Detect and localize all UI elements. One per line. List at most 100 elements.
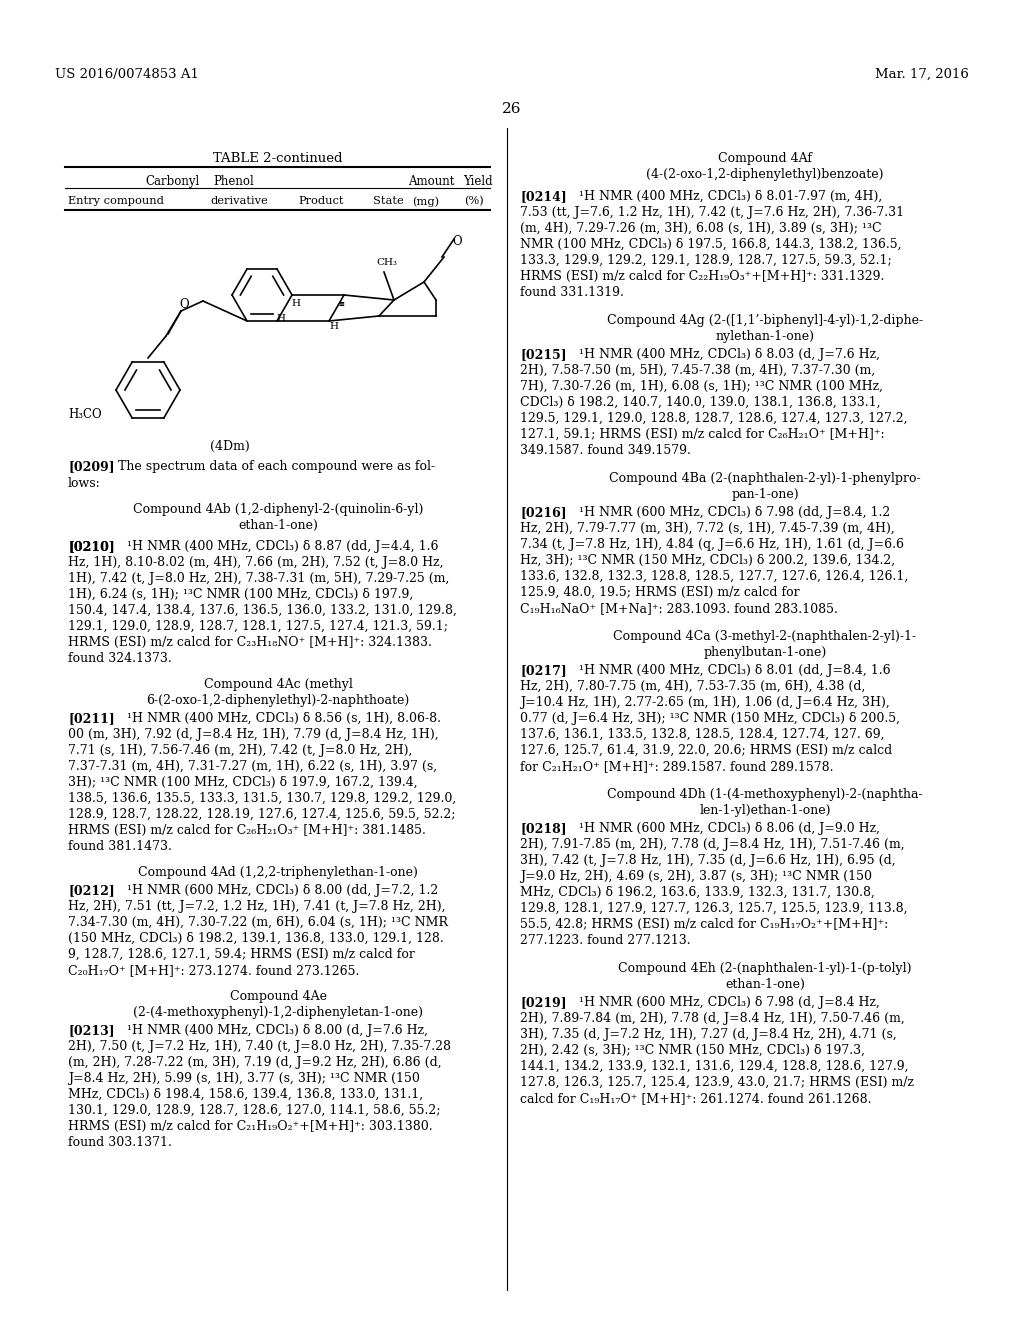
- Text: State: State: [373, 195, 403, 206]
- Text: Compound 4Ba (2-(naphthalen-2-yl)-1-phenylpro-: Compound 4Ba (2-(naphthalen-2-yl)-1-phen…: [609, 473, 921, 484]
- Text: 129.1, 129.0, 128.9, 128.7, 128.1, 127.5, 127.4, 121.3, 59.1;: 129.1, 129.0, 128.9, 128.7, 128.1, 127.5…: [68, 620, 449, 634]
- Text: 3H), 7.35 (d, J=7.2 Hz, 1H), 7.27 (d, J=8.4 Hz, 2H), 4.71 (s,: 3H), 7.35 (d, J=7.2 Hz, 1H), 7.27 (d, J=…: [520, 1028, 897, 1041]
- Text: lows:: lows:: [68, 477, 100, 490]
- Text: 2H), 7.89-7.84 (m, 2H), 7.78 (d, J=8.4 Hz, 1H), 7.50-7.46 (m,: 2H), 7.89-7.84 (m, 2H), 7.78 (d, J=8.4 H…: [520, 1012, 905, 1026]
- Text: J=10.4 Hz, 1H), 2.77-2.65 (m, 1H), 1.06 (d, J=6.4 Hz, 3H),: J=10.4 Hz, 1H), 2.77-2.65 (m, 1H), 1.06 …: [520, 696, 890, 709]
- Text: ¹H NMR (600 MHz, CDCl₃) δ 7.98 (d, J=8.4 Hz,: ¹H NMR (600 MHz, CDCl₃) δ 7.98 (d, J=8.4…: [567, 997, 880, 1008]
- Text: [0214]: [0214]: [520, 190, 566, 203]
- Text: pan-1-one): pan-1-one): [731, 488, 799, 502]
- Text: (%): (%): [464, 195, 483, 206]
- Text: [0210]: [0210]: [68, 540, 115, 553]
- Text: [0210]: [0210]: [68, 540, 115, 553]
- Text: CH₃: CH₃: [376, 257, 397, 267]
- Text: H: H: [276, 314, 286, 323]
- Text: found 381.1473.: found 381.1473.: [68, 840, 172, 853]
- Text: ¹H NMR (400 MHz, CDCl₃) δ 8.01-7.97 (m, 4H),: ¹H NMR (400 MHz, CDCl₃) δ 8.01-7.97 (m, …: [567, 190, 883, 203]
- Text: The spectrum data of each compound were as fol-: The spectrum data of each compound were …: [118, 459, 435, 473]
- Text: 7.71 (s, 1H), 7.56-7.46 (m, 2H), 7.42 (t, J=8.0 Hz, 2H),: 7.71 (s, 1H), 7.56-7.46 (m, 2H), 7.42 (t…: [68, 744, 413, 756]
- Text: O: O: [179, 298, 188, 312]
- Text: H: H: [292, 300, 300, 308]
- Text: 137.6, 136.1, 133.5, 132.8, 128.5, 128.4, 127.74, 127. 69,: 137.6, 136.1, 133.5, 132.8, 128.5, 128.4…: [520, 729, 885, 741]
- Text: ¹H NMR (400 MHz, CDCl₃) δ 8.00 (d, J=7.6 Hz,: ¹H NMR (400 MHz, CDCl₃) δ 8.00 (d, J=7.6…: [115, 1024, 428, 1038]
- Text: 3H); ¹³C NMR (100 MHz, CDCl₃) δ 197.9, 167.2, 139.4,: 3H); ¹³C NMR (100 MHz, CDCl₃) δ 197.9, 1…: [68, 776, 418, 789]
- Text: [0211]: [0211]: [68, 711, 115, 725]
- Text: 26: 26: [502, 102, 522, 116]
- Text: 129.5, 129.1, 129.0, 128.8, 128.7, 128.6, 127.4, 127.3, 127.2,: 129.5, 129.1, 129.0, 128.8, 128.7, 128.6…: [520, 412, 907, 425]
- Text: 125.9, 48.0, 19.5; HRMS (ESI) m/z calcd for: 125.9, 48.0, 19.5; HRMS (ESI) m/z calcd …: [520, 586, 800, 599]
- Text: phenylbutan-1-one): phenylbutan-1-one): [703, 645, 826, 659]
- Text: derivative: derivative: [210, 195, 267, 206]
- Text: 7.34 (t, J=7.8 Hz, 1H), 4.84 (q, J=6.6 Hz, 1H), 1.61 (d, J=6.6: 7.34 (t, J=7.8 Hz, 1H), 4.84 (q, J=6.6 H…: [520, 539, 904, 550]
- Text: NMR (100 MHz, CDCl₃) δ 197.5, 166.8, 144.3, 138.2, 136.5,: NMR (100 MHz, CDCl₃) δ 197.5, 166.8, 144…: [520, 238, 901, 251]
- Text: HRMS (ESI) m/z calcd for C₂₃H₁₈NO⁺ [M+H]⁺: 324.1383.: HRMS (ESI) m/z calcd for C₂₃H₁₈NO⁺ [M+H]…: [68, 636, 432, 649]
- Text: ¹H NMR (400 MHz, CDCl₃) δ 8.01 (dd, J=8.4, 1.6: ¹H NMR (400 MHz, CDCl₃) δ 8.01 (dd, J=8.…: [567, 664, 891, 677]
- Text: Product: Product: [298, 195, 343, 206]
- Text: 9, 128.7, 128.6, 127.1, 59.4; HRMS (ESI) m/z calcd for: 9, 128.7, 128.6, 127.1, 59.4; HRMS (ESI)…: [68, 948, 415, 961]
- Text: 1H), 7.42 (t, J=8.0 Hz, 2H), 7.38-7.31 (m, 5H), 7.29-7.25 (m,: 1H), 7.42 (t, J=8.0 Hz, 2H), 7.38-7.31 (…: [68, 572, 450, 585]
- Text: found 331.1319.: found 331.1319.: [520, 286, 624, 300]
- Text: Compound 4Eh (2-(naphthalen-1-yl)-1-(p-tolyl): Compound 4Eh (2-(naphthalen-1-yl)-1-(p-t…: [618, 962, 911, 975]
- Text: Hz, 2H), 7.79-7.77 (m, 3H), 7.72 (s, 1H), 7.45-7.39 (m, 4H),: Hz, 2H), 7.79-7.77 (m, 3H), 7.72 (s, 1H)…: [520, 521, 895, 535]
- Text: ¹H NMR (400 MHz, CDCl₃) δ 8.87 (dd, J=4.4, 1.6: ¹H NMR (400 MHz, CDCl₃) δ 8.87 (dd, J=4.…: [115, 540, 438, 553]
- Text: Compound 4Dh (1-(4-methoxyphenyl)-2-(naphtha-: Compound 4Dh (1-(4-methoxyphenyl)-2-(nap…: [607, 788, 923, 801]
- Text: (m, 2H), 7.28-7.22 (m, 3H), 7.19 (d, J=9.2 Hz, 2H), 6.86 (d,: (m, 2H), 7.28-7.22 (m, 3H), 7.19 (d, J=9…: [68, 1056, 441, 1069]
- Text: found 324.1373.: found 324.1373.: [68, 652, 172, 665]
- Text: (4Dm): (4Dm): [210, 440, 250, 453]
- Text: ¹H NMR (400 MHz, CDCl₃) δ 8.03 (d, J=7.6 Hz,: ¹H NMR (400 MHz, CDCl₃) δ 8.03 (d, J=7.6…: [567, 348, 880, 360]
- Text: J=8.4 Hz, 2H), 5.99 (s, 1H), 3.77 (s, 3H); ¹³C NMR (150: J=8.4 Hz, 2H), 5.99 (s, 1H), 3.77 (s, 3H…: [68, 1072, 420, 1085]
- Text: ¹H NMR (600 MHz, CDCl₃) δ 8.00 (dd, J=7.2, 1.2: ¹H NMR (600 MHz, CDCl₃) δ 8.00 (dd, J=7.…: [115, 884, 438, 898]
- Text: 133.6, 132.8, 132.3, 128.8, 128.5, 127.7, 127.6, 126.4, 126.1,: 133.6, 132.8, 132.3, 128.8, 128.5, 127.7…: [520, 570, 908, 583]
- Text: 133.3, 129.9, 129.2, 129.1, 128.9, 128.7, 127.5, 59.3, 52.1;: 133.3, 129.9, 129.2, 129.1, 128.9, 128.7…: [520, 253, 892, 267]
- Text: 138.5, 136.6, 135.5, 133.3, 131.5, 130.7, 129.8, 129.2, 129.0,: 138.5, 136.6, 135.5, 133.3, 131.5, 130.7…: [68, 792, 457, 805]
- Text: 150.4, 147.4, 138.4, 137.6, 136.5, 136.0, 133.2, 131.0, 129.8,: 150.4, 147.4, 138.4, 137.6, 136.5, 136.0…: [68, 605, 457, 616]
- Text: ¹H NMR (600 MHz, CDCl₃) δ 7.98 (dd, J=8.4, 1.2: ¹H NMR (600 MHz, CDCl₃) δ 7.98 (dd, J=8.…: [567, 506, 890, 519]
- Text: MHz, CDCl₃) δ 196.2, 163.6, 133.9, 132.3, 131.7, 130.8,: MHz, CDCl₃) δ 196.2, 163.6, 133.9, 132.3…: [520, 886, 874, 899]
- Text: 127.6, 125.7, 61.4, 31.9, 22.0, 20.6; HRMS (ESI) m/z calcd: 127.6, 125.7, 61.4, 31.9, 22.0, 20.6; HR…: [520, 744, 892, 756]
- Text: calcd for C₁₉H₁₇O⁺ [M+H]⁺: 261.1274. found 261.1268.: calcd for C₁₉H₁₇O⁺ [M+H]⁺: 261.1274. fou…: [520, 1092, 871, 1105]
- Text: US 2016/0074853 A1: US 2016/0074853 A1: [55, 69, 199, 81]
- Text: Phenol: Phenol: [213, 176, 254, 187]
- Text: 2H), 7.91-7.85 (m, 2H), 7.78 (d, J=8.4 Hz, 1H), 7.51-7.46 (m,: 2H), 7.91-7.85 (m, 2H), 7.78 (d, J=8.4 H…: [520, 838, 904, 851]
- Text: 129.8, 128.1, 127.9, 127.7, 126.3, 125.7, 125.5, 123.9, 113.8,: 129.8, 128.1, 127.9, 127.7, 126.3, 125.7…: [520, 902, 907, 915]
- Text: 127.1, 59.1; HRMS (ESI) m/z calcd for C₂₆H₂₁O⁺ [M+H]⁺:: 127.1, 59.1; HRMS (ESI) m/z calcd for C₂…: [520, 428, 885, 441]
- Text: 2H), 2.42 (s, 3H); ¹³C NMR (150 MHz, CDCl₃) δ 197.3,: 2H), 2.42 (s, 3H); ¹³C NMR (150 MHz, CDC…: [520, 1044, 865, 1057]
- Text: [0215]: [0215]: [520, 348, 566, 360]
- Text: 277.1223. found 277.1213.: 277.1223. found 277.1213.: [520, 935, 690, 946]
- Text: ≡: ≡: [338, 300, 344, 308]
- Text: nylethan-1-one): nylethan-1-one): [716, 330, 814, 343]
- Text: 55.5, 42.8; HRMS (ESI) m/z calcd for C₁₉H₁₇O₂⁺+[M+H]⁺:: 55.5, 42.8; HRMS (ESI) m/z calcd for C₁₉…: [520, 917, 888, 931]
- Text: ¹H NMR (600 MHz, CDCl₃) δ 8.06 (d, J=9.0 Hz,: ¹H NMR (600 MHz, CDCl₃) δ 8.06 (d, J=9.0…: [567, 822, 880, 836]
- Text: [0219]: [0219]: [520, 997, 566, 1008]
- Text: Hz, 2H), 7.51 (tt, J=7.2, 1.2 Hz, 1H), 7.41 (t, J=7.8 Hz, 2H),: Hz, 2H), 7.51 (tt, J=7.2, 1.2 Hz, 1H), 7…: [68, 900, 445, 913]
- Text: 00 (m, 3H), 7.92 (d, J=8.4 Hz, 1H), 7.79 (d, J=8.4 Hz, 1H),: 00 (m, 3H), 7.92 (d, J=8.4 Hz, 1H), 7.79…: [68, 729, 438, 741]
- Text: 128.9, 128.7, 128.22, 128.19, 127.6, 127.4, 125.6, 59.5, 52.2;: 128.9, 128.7, 128.22, 128.19, 127.6, 127…: [68, 808, 456, 821]
- Text: len-1-yl)ethan-1-one): len-1-yl)ethan-1-one): [699, 804, 830, 817]
- Text: Compound 4Ca (3-methyl-2-(naphthalen-2-yl)-1-: Compound 4Ca (3-methyl-2-(naphthalen-2-y…: [613, 630, 916, 643]
- Text: Carbonyl: Carbonyl: [145, 176, 200, 187]
- Text: Amount: Amount: [408, 176, 455, 187]
- Text: [0216]: [0216]: [520, 506, 566, 519]
- Text: Yield: Yield: [463, 176, 493, 187]
- Text: Hz, 2H), 7.80-7.75 (m, 4H), 7.53-7.35 (m, 6H), 4.38 (d,: Hz, 2H), 7.80-7.75 (m, 4H), 7.53-7.35 (m…: [520, 680, 865, 693]
- Text: TABLE 2-continued: TABLE 2-continued: [213, 152, 343, 165]
- Text: 7.53 (tt, J=7.6, 1.2 Hz, 1H), 7.42 (t, J=7.6 Hz, 2H), 7.36-7.31: 7.53 (tt, J=7.6, 1.2 Hz, 1H), 7.42 (t, J…: [520, 206, 904, 219]
- Text: 0.77 (d, J=6.4 Hz, 3H); ¹³C NMR (150 MHz, CDCl₃) δ 200.5,: 0.77 (d, J=6.4 Hz, 3H); ¹³C NMR (150 MHz…: [520, 711, 900, 725]
- Text: (2-(4-methoxyphenyl)-1,2-diphenyletan-1-one): (2-(4-methoxyphenyl)-1,2-diphenyletan-1-…: [133, 1006, 423, 1019]
- Text: HRMS (ESI) m/z calcd for C₂₁H₁₉O₂⁺+[M+H]⁺: 303.1380.: HRMS (ESI) m/z calcd for C₂₁H₁₉O₂⁺+[M+H]…: [68, 1119, 432, 1133]
- Text: Compound 4Ac (methyl: Compound 4Ac (methyl: [204, 678, 352, 690]
- Text: Compound 4Ad (1,2,2-triphenylethan-1-one): Compound 4Ad (1,2,2-triphenylethan-1-one…: [138, 866, 418, 879]
- Text: 130.1, 129.0, 128.9, 128.7, 128.6, 127.0, 114.1, 58.6, 55.2;: 130.1, 129.0, 128.9, 128.7, 128.6, 127.0…: [68, 1104, 440, 1117]
- Text: 7H), 7.30-7.26 (m, 1H), 6.08 (s, 1H); ¹³C NMR (100 MHz,: 7H), 7.30-7.26 (m, 1H), 6.08 (s, 1H); ¹³…: [520, 380, 883, 393]
- Text: [0209]: [0209]: [68, 459, 115, 473]
- Text: ≡: ≡: [338, 300, 344, 308]
- Text: ≡: ≡: [338, 300, 344, 308]
- Text: [0217]: [0217]: [520, 664, 566, 677]
- Text: ethan-1-one): ethan-1-one): [725, 978, 805, 991]
- Text: 2H), 7.58-7.50 (m, 5H), 7.45-7.38 (m, 4H), 7.37-7.30 (m,: 2H), 7.58-7.50 (m, 5H), 7.45-7.38 (m, 4H…: [520, 364, 876, 378]
- Text: ethan-1-one): ethan-1-one): [238, 519, 317, 532]
- Text: [0213]: [0213]: [68, 1024, 115, 1038]
- Text: 127.8, 126.3, 125.7, 125.4, 123.9, 43.0, 21.7; HRMS (ESI) m/z: 127.8, 126.3, 125.7, 125.4, 123.9, 43.0,…: [520, 1076, 914, 1089]
- Text: 7.37-7.31 (m, 4H), 7.31-7.27 (m, 1H), 6.22 (s, 1H), 3.97 (s,: 7.37-7.31 (m, 4H), 7.31-7.27 (m, 1H), 6.…: [68, 760, 437, 774]
- Text: H₃CO: H₃CO: [68, 408, 101, 421]
- Text: 349.1587. found 349.1579.: 349.1587. found 349.1579.: [520, 444, 691, 457]
